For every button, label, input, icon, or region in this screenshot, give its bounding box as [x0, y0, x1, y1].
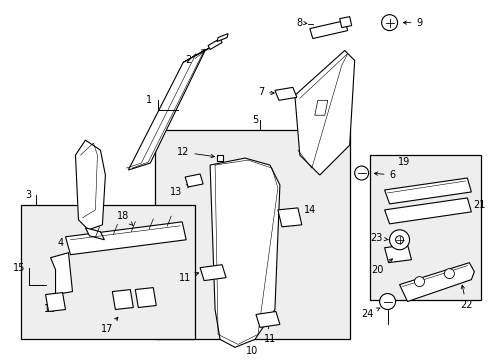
Polygon shape	[200, 265, 225, 280]
Text: 17: 17	[101, 317, 118, 334]
Text: 24: 24	[361, 308, 379, 319]
Text: 2: 2	[184, 50, 204, 66]
Circle shape	[354, 166, 368, 180]
Bar	[369, 155, 480, 300]
Text: 16: 16	[44, 302, 57, 315]
Text: 5: 5	[251, 115, 258, 125]
Circle shape	[395, 236, 403, 244]
Polygon shape	[399, 263, 473, 302]
Text: 22: 22	[459, 285, 471, 310]
Circle shape	[414, 276, 424, 287]
Text: 3: 3	[25, 190, 32, 200]
Polygon shape	[75, 140, 105, 230]
Polygon shape	[183, 46, 212, 62]
Text: 14: 14	[303, 205, 315, 215]
Text: 15: 15	[12, 263, 25, 273]
Text: 6: 6	[374, 170, 395, 180]
Polygon shape	[274, 87, 296, 100]
Polygon shape	[294, 50, 354, 175]
Text: 23: 23	[370, 233, 387, 243]
Polygon shape	[128, 50, 204, 170]
Polygon shape	[309, 21, 347, 39]
Polygon shape	[65, 222, 186, 255]
Polygon shape	[85, 228, 104, 240]
Bar	[155, 130, 349, 339]
Text: 19: 19	[398, 157, 410, 167]
Text: 20: 20	[371, 259, 392, 275]
Polygon shape	[217, 33, 227, 41]
Circle shape	[379, 293, 395, 310]
Polygon shape	[210, 158, 279, 347]
Polygon shape	[384, 245, 411, 263]
Polygon shape	[185, 174, 203, 187]
Polygon shape	[208, 39, 222, 50]
Text: 21: 21	[472, 200, 485, 210]
Polygon shape	[50, 253, 72, 294]
Circle shape	[389, 230, 408, 250]
Text: 12: 12	[177, 147, 214, 158]
Polygon shape	[339, 17, 351, 28]
Polygon shape	[314, 100, 327, 115]
Text: 4: 4	[58, 237, 83, 248]
Text: 11: 11	[263, 319, 276, 345]
Polygon shape	[384, 178, 470, 204]
Text: 8: 8	[296, 18, 306, 28]
Text: 10: 10	[245, 346, 258, 356]
Bar	[20, 205, 195, 339]
Text: 11: 11	[179, 273, 198, 283]
Polygon shape	[277, 208, 301, 227]
Text: 18: 18	[117, 211, 133, 226]
Polygon shape	[135, 288, 156, 307]
Circle shape	[381, 15, 397, 31]
Text: 13: 13	[170, 185, 189, 197]
Polygon shape	[45, 293, 65, 311]
Text: 9: 9	[403, 18, 422, 28]
Text: 7: 7	[257, 87, 274, 97]
Polygon shape	[384, 198, 470, 224]
Polygon shape	[112, 289, 133, 310]
Text: 1: 1	[146, 95, 152, 105]
Polygon shape	[255, 311, 279, 328]
Circle shape	[444, 269, 453, 279]
